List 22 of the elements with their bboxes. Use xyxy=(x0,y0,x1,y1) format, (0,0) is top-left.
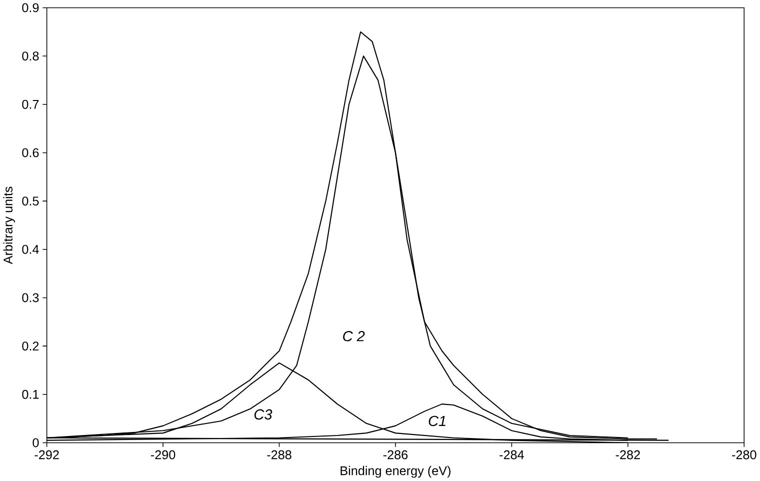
y-tick-label: 0 xyxy=(32,438,39,448)
x-axis-title: Binding energy (eV) xyxy=(340,466,450,478)
y-tick-label: 0.9 xyxy=(22,3,39,12)
x-tick-label: -286 xyxy=(383,450,408,460)
y-tick-label: 0.4 xyxy=(22,244,39,254)
y-tick-label: 0.5 xyxy=(22,196,39,206)
y-tick-label: 0.6 xyxy=(22,148,39,158)
y-tick-label: 0.3 xyxy=(22,293,39,302)
x-tick-label: -288 xyxy=(267,450,292,460)
y-tick-label: 0.1 xyxy=(22,390,39,399)
x-tick-label: -282 xyxy=(616,450,640,460)
x-tick-label: -292 xyxy=(34,450,59,460)
y-tick-label: 0.8 xyxy=(22,52,39,61)
x-tick-label: -284 xyxy=(500,450,524,460)
x-tick-label: -280 xyxy=(732,450,756,460)
y-axis-title: Arbitrary units xyxy=(3,186,16,264)
y-tick-label: 0.2 xyxy=(22,342,39,351)
annotation: C 2 xyxy=(343,331,365,342)
x-tick-label: -290 xyxy=(150,450,176,460)
y-tick-label: 0.7 xyxy=(22,100,39,109)
annotation: C3 xyxy=(254,409,272,420)
annotation: C1 xyxy=(428,416,446,426)
